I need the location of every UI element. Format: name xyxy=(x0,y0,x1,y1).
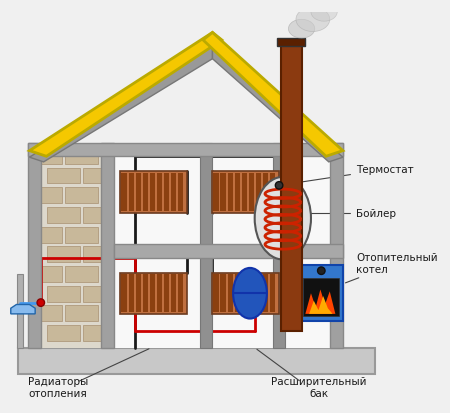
Bar xyxy=(303,278,339,316)
Bar xyxy=(143,275,148,312)
Bar xyxy=(249,275,254,312)
Bar xyxy=(220,174,226,211)
Bar xyxy=(220,275,226,312)
Bar xyxy=(171,174,176,211)
Polygon shape xyxy=(30,33,222,157)
Bar xyxy=(178,275,184,312)
Bar xyxy=(30,227,63,243)
Bar xyxy=(277,39,306,46)
Bar xyxy=(263,174,268,211)
Bar xyxy=(135,275,141,312)
Ellipse shape xyxy=(37,299,45,306)
Bar xyxy=(114,144,330,348)
Polygon shape xyxy=(309,297,333,314)
Bar xyxy=(47,247,80,263)
Bar xyxy=(249,174,254,211)
Bar xyxy=(18,348,375,374)
Bar xyxy=(274,144,285,348)
Bar xyxy=(18,275,23,348)
Bar xyxy=(27,144,103,348)
Bar xyxy=(47,168,80,184)
Ellipse shape xyxy=(255,178,311,260)
Bar xyxy=(157,275,162,312)
Bar xyxy=(120,172,187,213)
Bar xyxy=(47,286,80,302)
Bar xyxy=(114,245,343,258)
Bar xyxy=(213,275,219,312)
Bar xyxy=(83,325,103,341)
Text: Расширительный
бак: Расширительный бак xyxy=(271,376,366,398)
Text: Радиаторы
отопления: Радиаторы отопления xyxy=(27,376,88,398)
Bar xyxy=(101,144,114,348)
Bar xyxy=(65,188,98,204)
Bar xyxy=(135,174,141,211)
Bar xyxy=(83,247,103,263)
Bar xyxy=(27,144,343,157)
Polygon shape xyxy=(212,41,343,162)
Bar xyxy=(65,266,98,282)
Bar xyxy=(256,275,261,312)
Ellipse shape xyxy=(288,20,315,39)
Bar xyxy=(270,275,275,312)
Bar xyxy=(65,148,98,164)
Ellipse shape xyxy=(275,182,283,190)
Bar xyxy=(157,174,162,211)
Ellipse shape xyxy=(311,3,337,22)
Ellipse shape xyxy=(233,268,267,319)
Text: Термостат: Термостат xyxy=(282,165,414,185)
Bar xyxy=(129,174,134,211)
Bar xyxy=(300,266,343,322)
Bar xyxy=(212,273,279,314)
Bar xyxy=(234,174,240,211)
Bar xyxy=(150,174,155,211)
Bar xyxy=(65,306,98,322)
Bar xyxy=(228,174,233,211)
Bar xyxy=(213,174,219,211)
Bar xyxy=(120,273,187,314)
Ellipse shape xyxy=(318,267,325,275)
Bar xyxy=(234,275,240,312)
Bar xyxy=(47,207,80,223)
Polygon shape xyxy=(306,290,335,314)
Bar xyxy=(171,275,176,312)
Bar xyxy=(242,275,247,312)
Text: Отопительный
котел: Отопительный котел xyxy=(346,253,438,283)
Bar xyxy=(30,148,63,164)
Bar xyxy=(30,266,63,282)
Bar xyxy=(212,172,279,213)
Bar xyxy=(178,174,184,211)
Polygon shape xyxy=(30,41,212,162)
Bar xyxy=(83,168,103,184)
Bar xyxy=(200,144,212,348)
Bar xyxy=(83,286,103,302)
Ellipse shape xyxy=(296,8,330,32)
Bar xyxy=(83,207,103,223)
Bar xyxy=(270,174,275,211)
Bar xyxy=(242,174,247,211)
Bar xyxy=(65,227,98,243)
Bar xyxy=(281,41,302,331)
Bar xyxy=(27,144,41,348)
Polygon shape xyxy=(11,305,35,314)
Text: Бойлер: Бойлер xyxy=(306,209,396,219)
Bar xyxy=(143,174,148,211)
Bar xyxy=(122,174,127,211)
Polygon shape xyxy=(203,33,343,157)
Bar xyxy=(30,188,63,204)
Bar xyxy=(30,306,63,322)
Bar xyxy=(228,275,233,312)
Bar xyxy=(150,275,155,312)
Bar xyxy=(47,325,80,341)
Bar xyxy=(256,174,261,211)
Bar xyxy=(164,275,169,312)
Bar xyxy=(263,275,268,312)
Bar xyxy=(164,174,169,211)
Bar xyxy=(122,275,127,312)
Bar xyxy=(129,275,134,312)
Bar xyxy=(330,144,343,348)
